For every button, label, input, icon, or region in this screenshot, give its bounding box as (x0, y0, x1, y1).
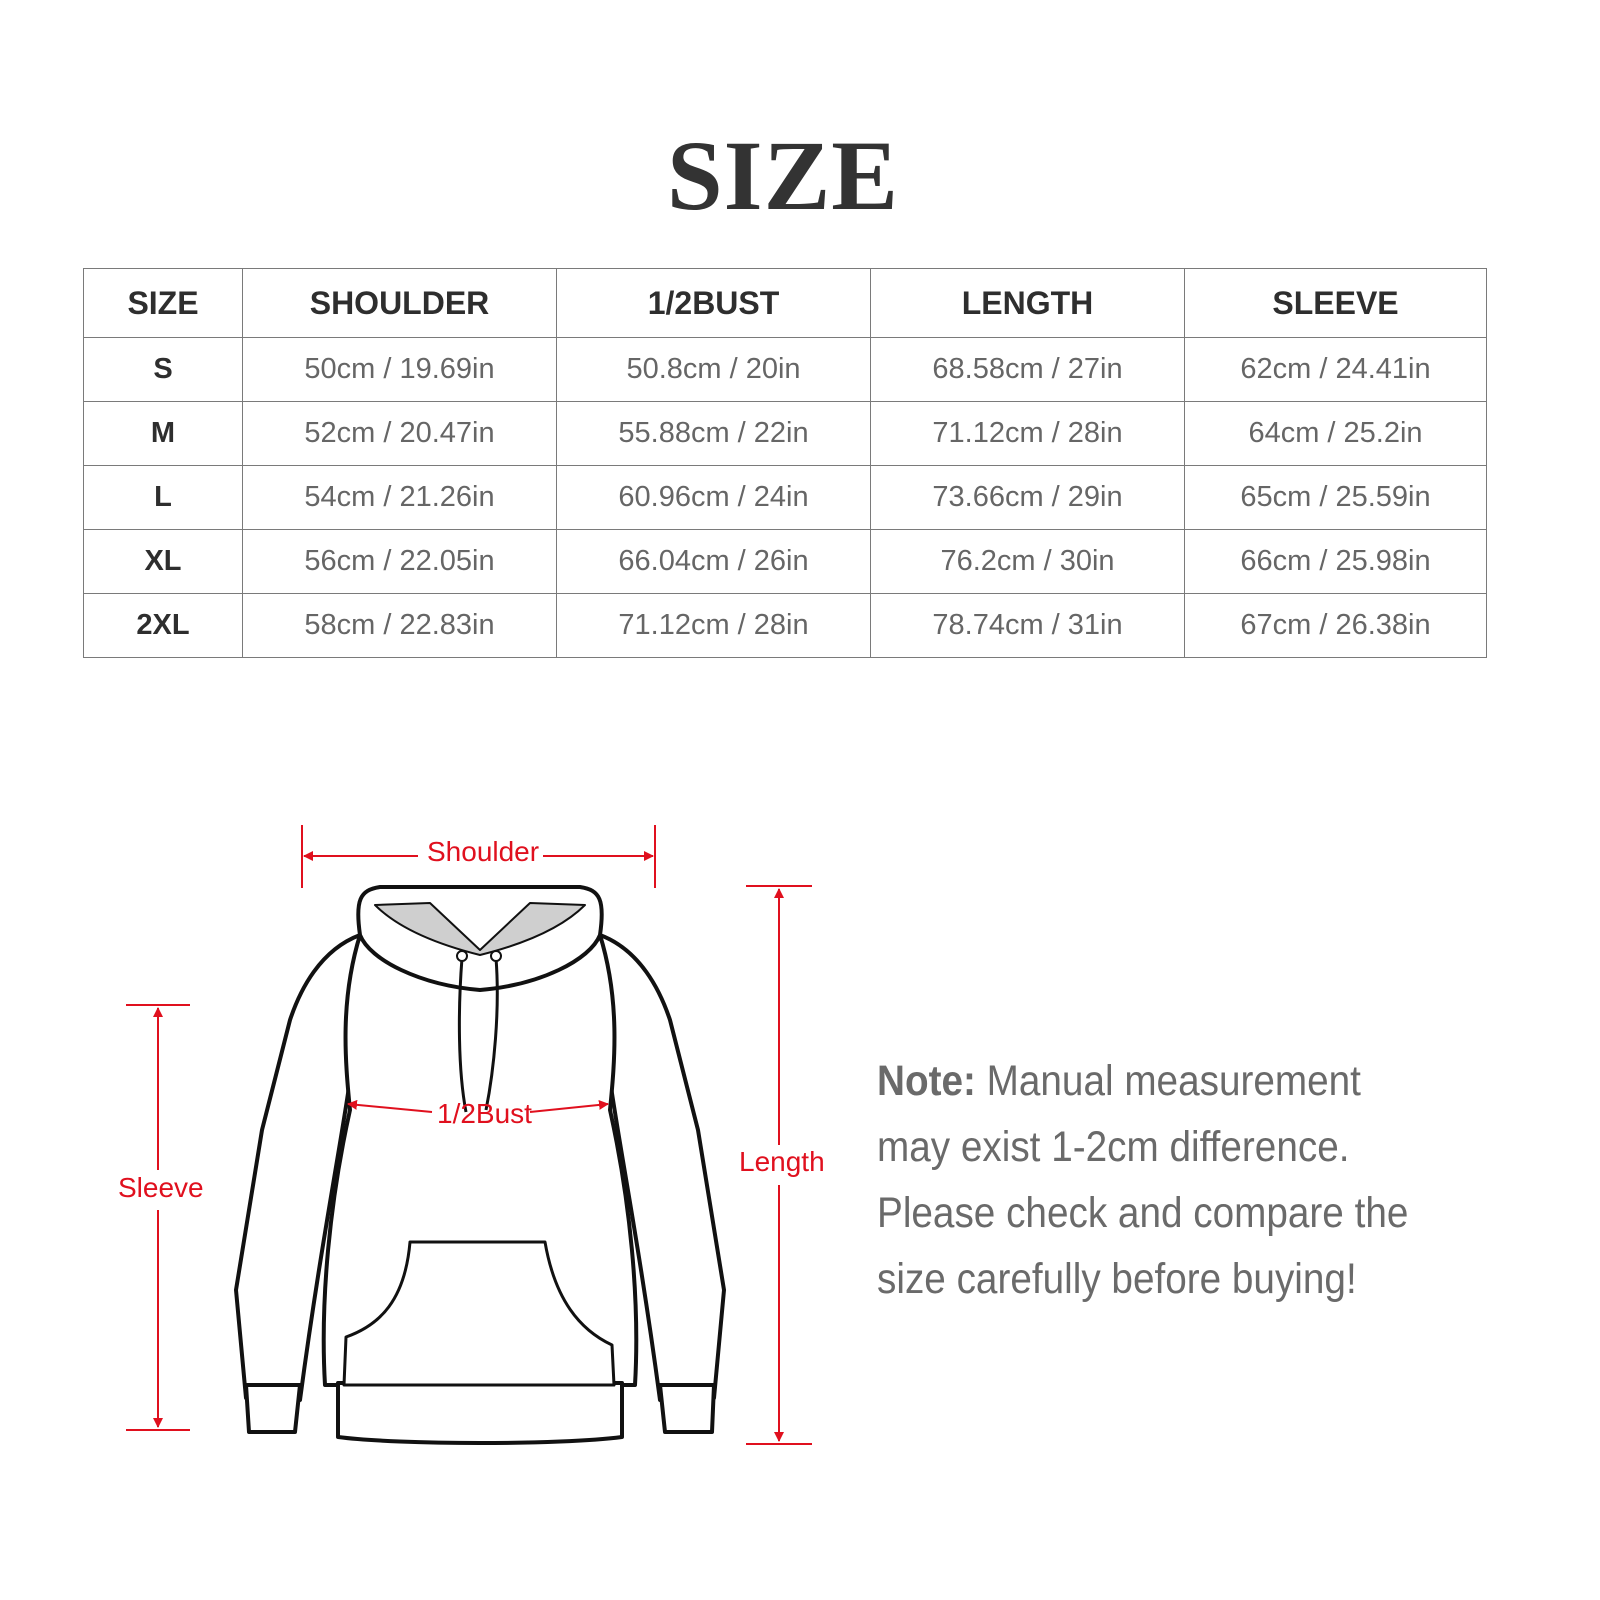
shoulder-label: Shoulder (423, 836, 544, 868)
measure-lines (126, 825, 812, 1445)
table-row: 2XL 58cm / 22.83in 71.12cm / 28in 78.74cm /… (83, 593, 1487, 658)
header-sleeve: SLEEVE (1184, 268, 1487, 338)
size-cell: S (83, 337, 243, 402)
measurement-cell: 67cm / 26.38in (1184, 593, 1487, 658)
measurement-cell: 78.74cm / 31in (870, 593, 1185, 658)
header-length: LENGTH (870, 268, 1185, 338)
measurement-cell: 64cm / 25.2in (1184, 401, 1487, 466)
size-cell: M (83, 401, 243, 466)
measurement-cell: 71.12cm / 28in (556, 593, 871, 658)
measurement-cell: 56cm / 22.05in (242, 529, 557, 594)
header-size: SIZE (83, 268, 243, 338)
measurement-cell: 66cm / 25.98in (1184, 529, 1487, 594)
measurement-cell: 66.04cm / 26in (556, 529, 871, 594)
table-row: XL 56cm / 22.05in 66.04cm / 26in 76.2cm / 3… (83, 529, 1487, 594)
table-row: S 50cm / 19.69in 50.8cm / 20in 68.58cm / 27… (83, 337, 1487, 402)
measurement-cell: 60.96cm / 24in (556, 465, 871, 530)
header-bust: 1/2BUST (556, 268, 871, 338)
measurement-cell: 71.12cm / 28in (870, 401, 1185, 466)
measurement-cell: 58cm / 22.83in (242, 593, 557, 658)
measurement-cell: 50.8cm / 20in (556, 337, 871, 402)
measurement-cell: 73.66cm / 29in (870, 465, 1185, 530)
measurement-note: Note: Manual measurement may exist 1-2cm… (877, 1048, 1435, 1312)
note-label: Note: (877, 1057, 976, 1105)
bust-arrow-right (529, 1099, 609, 1113)
length-label: Length (735, 1146, 829, 1178)
table-header-row: SIZE SHOULDER 1/2BUST LENGTH SLEEVE (83, 268, 1487, 338)
measurement-cell: 65cm / 25.59in (1184, 465, 1487, 530)
measurement-cell: 50cm / 19.69in (242, 337, 557, 402)
page-title: SIZE (667, 120, 899, 231)
measurement-cell: 54cm / 21.26in (242, 465, 557, 530)
bust-label: 1/2Bust (437, 1098, 532, 1129)
bust-arrow-left (347, 1099, 433, 1113)
measurement-cell: 62cm / 24.41in (1184, 337, 1487, 402)
size-table: SIZE SHOULDER 1/2BUST LENGTH SLEEVE S 50c… (83, 268, 1487, 658)
hoodie-illustration (234, 885, 726, 1445)
size-cell: 2XL (83, 593, 243, 658)
measurement-cell: 55.88cm / 22in (556, 401, 871, 466)
sleeve-label: Sleeve (114, 1172, 208, 1204)
size-cell: L (83, 465, 243, 530)
table-row: L 54cm / 21.26in 60.96cm / 24in 73.66cm / 2… (83, 465, 1487, 530)
measurement-cell: 76.2cm / 30in (870, 529, 1185, 594)
note-text: Manual measurement may exist 1-2cm diffe… (877, 1057, 1409, 1303)
measurement-cell: 52cm / 20.47in (242, 401, 557, 466)
table-row: M 52cm / 20.47in 55.88cm / 22in 71.12cm / 2… (83, 401, 1487, 466)
